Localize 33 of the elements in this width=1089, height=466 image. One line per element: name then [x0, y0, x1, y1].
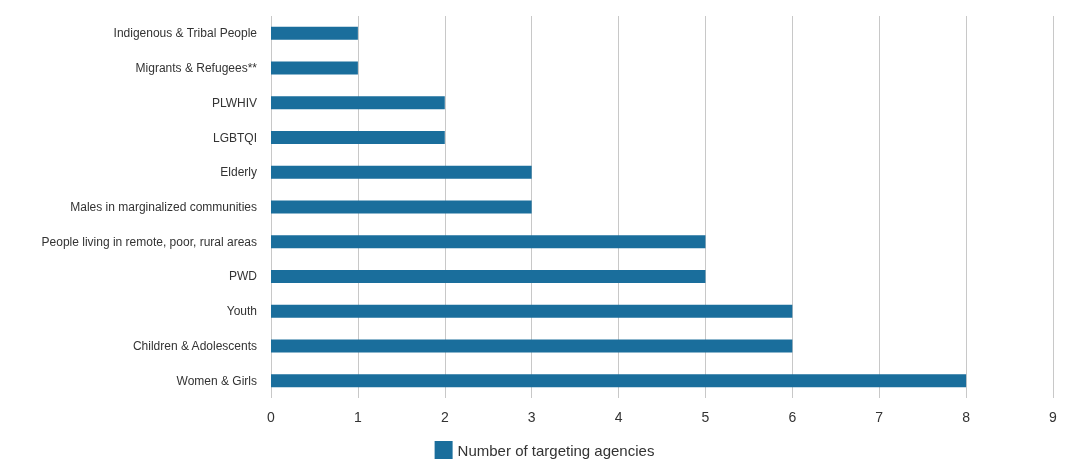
y-tick-label: Migrants & Refugees**	[135, 61, 258, 76]
y-tick-label: Elderly	[220, 165, 257, 180]
y-tick-label: Women & Girls	[176, 373, 257, 388]
y-tick-label: LGBTQI	[212, 130, 257, 145]
y-tick-label: Males in marginalized communities	[70, 200, 257, 214]
x-tick-label: 7	[875, 409, 884, 425]
x-tick-label: 1	[353, 409, 362, 425]
y-tick-label: PLWHIV	[211, 95, 257, 110]
bar	[271, 165, 532, 179]
bar	[271, 61, 358, 75]
bar	[271, 235, 706, 249]
bar	[271, 200, 532, 214]
bar	[271, 269, 706, 283]
bar	[271, 374, 967, 388]
x-tick-label: 4	[614, 409, 623, 425]
x-tick-label: 6	[788, 409, 797, 425]
y-tick-label: PWD	[229, 269, 258, 284]
x-tick-label: 3	[527, 409, 536, 425]
y-tick-label: Indigenous & Tribal People	[113, 26, 258, 41]
bar	[271, 96, 445, 110]
y-tick-label: Children & Adolescents	[132, 338, 257, 353]
y-tick-label: Youth	[226, 304, 257, 319]
y-tick-label: People living in remote, poor, rural areas	[41, 234, 257, 249]
x-tick-label: 8	[962, 409, 971, 425]
x-tick-label: 5	[701, 409, 710, 425]
x-tick-label: 9	[1049, 409, 1058, 425]
x-tick-label: 2	[440, 409, 449, 425]
bar	[271, 304, 793, 318]
bar	[271, 339, 793, 353]
x-tick-label: 0	[267, 409, 276, 425]
bar	[271, 26, 358, 40]
legend-label: Number of targeting agencies	[457, 441, 655, 459]
bar	[271, 131, 445, 145]
